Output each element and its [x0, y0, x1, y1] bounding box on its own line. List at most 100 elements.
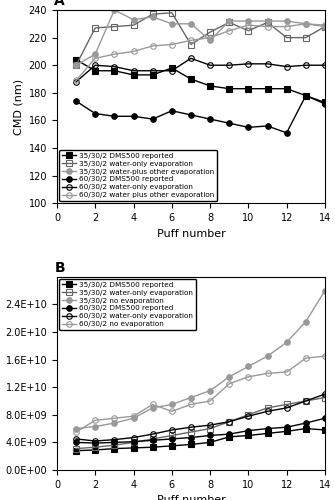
35/30/2 DMS500 reported: [246, 432, 250, 438]
60/30/2 DMS500 reported: [208, 116, 212, 122]
35/30/2 no evaporation: [112, 420, 116, 426]
35/30/2 no evaporation: [170, 402, 174, 407]
35/30/2 DMS500 reported: [151, 444, 155, 450]
60/30/2 water-only evaporation: [132, 68, 136, 73]
60/30/2 no evaporation: [74, 429, 78, 435]
35/30/2 DMS500 reported: [93, 447, 97, 453]
60/30/2 water-only evaporation: [170, 427, 174, 433]
35/30/2 no evaporation: [304, 318, 308, 324]
Line: 60/30/2 DMS500 reported: 60/30/2 DMS500 reported: [73, 416, 328, 446]
35/30/2 DMS500 reported: [74, 448, 78, 454]
60/30/2 DMS500 reported: [304, 92, 308, 98]
60/30/2 water plus other evaporation: [132, 48, 136, 54]
60/30/2 water-only evaporation: [112, 436, 116, 442]
60/30/2 water plus other evaporation: [74, 78, 78, 84]
35/30/2 water-only evaporation: [93, 25, 97, 31]
35/30/2 DMS500 reported: [189, 76, 193, 82]
35/30/2 DMS500 reported: [304, 92, 308, 98]
60/30/2 water-only evaporation: [323, 62, 327, 68]
60/30/2 water plus other evaporation: [93, 56, 97, 62]
35/30/2 water-plus other evaporation: [208, 38, 212, 44]
35/30/2 DMS500 reported: [227, 434, 231, 440]
35/30/2 water-only evaporation: [151, 11, 155, 17]
35/30/2 water-only evaporation: [323, 394, 327, 400]
60/30/2 water-only evaporation: [227, 62, 231, 68]
35/30/2 water-only evaporation: [189, 429, 193, 435]
Line: 35/30/2 no evaporation: 35/30/2 no evaporation: [73, 288, 328, 432]
35/30/2 no evaporation: [132, 415, 136, 421]
35/30/2 water-only evaporation: [189, 42, 193, 48]
35/30/2 water-plus other evaporation: [323, 24, 327, 30]
35/30/2 no evaporation: [246, 364, 250, 370]
60/30/2 water plus other evaporation: [170, 42, 174, 48]
35/30/2 no evaporation: [189, 394, 193, 400]
Legend: 35/30/2 DMS500 reported, 35/30/2 water-only evaporation, 35/30/2 no evaporation,: 35/30/2 DMS500 reported, 35/30/2 water-o…: [59, 279, 196, 330]
60/30/2 DMS500 reported: [266, 123, 270, 129]
60/30/2 DMS500 reported: [246, 428, 250, 434]
35/30/2 no evaporation: [208, 388, 212, 394]
60/30/2 no evaporation: [208, 398, 212, 404]
35/30/2 water-plus other evaporation: [74, 62, 78, 68]
35/30/2 no evaporation: [93, 424, 97, 430]
60/30/2 water-only evaporation: [227, 418, 231, 424]
35/30/2 no evaporation: [266, 353, 270, 359]
35/30/2 no evaporation: [151, 405, 155, 411]
60/30/2 water-only evaporation: [266, 408, 270, 414]
60/30/2 water plus other evaporation: [323, 22, 327, 28]
Text: A: A: [54, 0, 65, 8]
35/30/2 water-only evaporation: [170, 10, 174, 16]
60/30/2 water plus other evaporation: [304, 21, 308, 27]
60/30/2 water plus other evaporation: [112, 51, 116, 57]
60/30/2 water-only evaporation: [208, 62, 212, 68]
35/30/2 water-plus other evaporation: [227, 18, 231, 24]
35/30/2 water-plus other evaporation: [93, 51, 97, 57]
60/30/2 water-only evaporation: [266, 61, 270, 67]
35/30/2 water-plus other evaporation: [285, 18, 289, 24]
60/30/2 no evaporation: [323, 353, 327, 359]
35/30/2 DMS500 reported: [266, 86, 270, 91]
35/30/2 DMS500 reported: [208, 83, 212, 89]
60/30/2 water-only evaporation: [285, 405, 289, 411]
35/30/2 water-plus other evaporation: [170, 21, 174, 27]
60/30/2 water-only evaporation: [285, 64, 289, 70]
Line: 60/30/2 water plus other evaporation: 60/30/2 water plus other evaporation: [73, 21, 328, 83]
Line: 35/30/2 water-only evaporation: 35/30/2 water-only evaporation: [73, 10, 328, 68]
60/30/2 water-only evaporation: [170, 68, 174, 73]
Line: 35/30/2 water-only evaporation: 35/30/2 water-only evaporation: [73, 394, 328, 452]
35/30/2 water-plus other evaporation: [112, 7, 116, 13]
60/30/2 no evaporation: [304, 355, 308, 361]
60/30/2 no evaporation: [266, 370, 270, 376]
60/30/2 DMS500 reported: [208, 432, 212, 438]
35/30/2 no evaporation: [285, 340, 289, 345]
Line: 60/30/2 water-only evaporation: 60/30/2 water-only evaporation: [73, 56, 328, 84]
60/30/2 DMS500 reported: [323, 101, 327, 107]
35/30/2 DMS500 reported: [170, 65, 174, 71]
60/30/2 water-only evaporation: [132, 434, 136, 440]
60/30/2 DMS500 reported: [170, 436, 174, 442]
35/30/2 water-only evaporation: [208, 29, 212, 35]
60/30/2 water-only evaporation: [112, 64, 116, 70]
Line: 35/30/2 water-plus other evaporation: 35/30/2 water-plus other evaporation: [73, 7, 328, 68]
60/30/2 water-only evaporation: [246, 413, 250, 419]
35/30/2 DMS500 reported: [151, 72, 155, 78]
35/30/2 water-only evaporation: [323, 24, 327, 30]
35/30/2 DMS500 reported: [93, 68, 97, 73]
35/30/2 DMS500 reported: [304, 426, 308, 432]
Line: 35/30/2 DMS500 reported: 35/30/2 DMS500 reported: [73, 57, 328, 106]
35/30/2 water-only evaporation: [74, 446, 78, 452]
60/30/2 water plus other evaporation: [246, 22, 250, 28]
35/30/2 DMS500 reported: [112, 446, 116, 452]
60/30/2 water-only evaporation: [151, 431, 155, 437]
60/30/2 water plus other evaporation: [151, 43, 155, 49]
35/30/2 DMS500 reported: [323, 427, 327, 433]
35/30/2 water-only evaporation: [112, 442, 116, 448]
35/30/2 no evaporation: [74, 426, 78, 432]
60/30/2 DMS500 reported: [93, 110, 97, 116]
35/30/2 water-only evaporation: [246, 28, 250, 34]
60/30/2 DMS500 reported: [227, 431, 231, 437]
35/30/2 water-only evaporation: [112, 24, 116, 30]
60/30/2 DMS500 reported: [112, 114, 116, 119]
35/30/2 DMS500 reported: [266, 430, 270, 436]
35/30/2 no evaporation: [323, 288, 327, 294]
60/30/2 water plus other evaporation: [189, 38, 193, 44]
